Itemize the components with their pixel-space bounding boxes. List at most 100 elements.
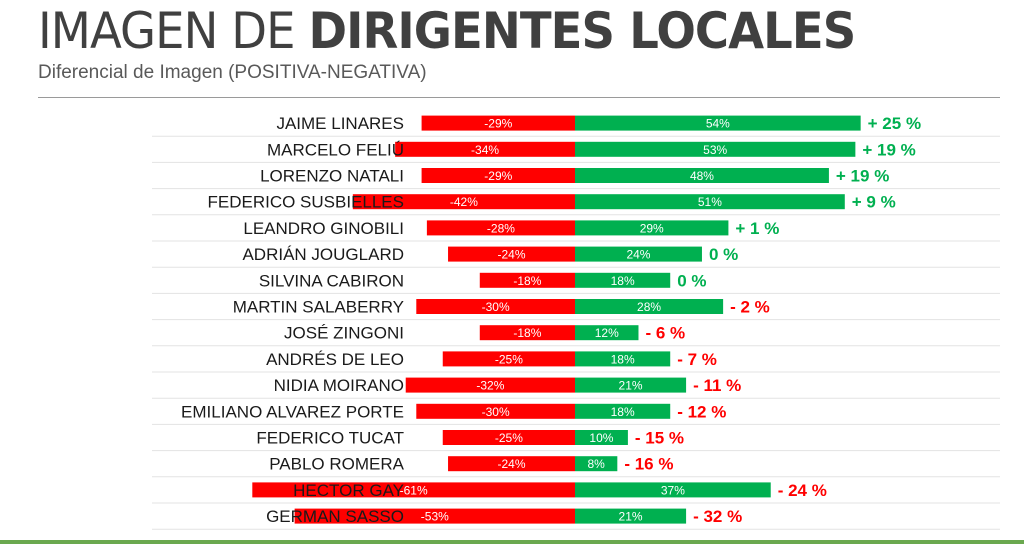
positive-bar <box>575 168 829 183</box>
positive-bar <box>575 403 671 419</box>
bottom-accent-bar <box>0 540 1024 544</box>
differential-label: - 11 % <box>693 376 741 395</box>
negative-bar <box>448 456 575 472</box>
positive-bar <box>575 246 702 262</box>
positive-value-label: 28% <box>637 300 661 314</box>
positive-bar <box>575 141 856 157</box>
differential-label: 0 % <box>709 245 738 264</box>
positive-value-label: 29% <box>640 221 664 235</box>
negative-value-label: -30% <box>482 405 510 419</box>
candidate-name-label: MARCELO FELIÚ <box>267 140 404 159</box>
negative-value-label: -29% <box>484 169 512 183</box>
positive-bar <box>575 194 845 210</box>
negative-bar <box>416 299 575 314</box>
candidate-name-label: GERMAN SASSO <box>266 507 404 526</box>
positive-value-label: 21% <box>619 379 643 393</box>
positive-bar <box>575 351 671 367</box>
differential-label: - 7 % <box>677 350 717 369</box>
positive-value-label: 18% <box>611 405 635 419</box>
positive-bar <box>575 377 687 393</box>
negative-value-label: -25% <box>495 352 523 366</box>
candidate-name-label: EMILIANO ALVAREZ PORTE <box>181 402 404 421</box>
positive-bar <box>575 430 628 445</box>
positive-bar <box>575 220 729 236</box>
negative-value-label: -42% <box>450 195 478 209</box>
page-title: IMAGEN DE DIRIGENTES LOCALES <box>38 2 856 60</box>
negative-value-label: -32% <box>476 379 504 393</box>
differential-label: + 9 % <box>852 193 896 212</box>
candidate-name-label: ADRIÁN JOUGLARD <box>242 245 404 264</box>
negative-value-label: -53% <box>421 510 449 524</box>
candidate-name-label: MARTIN SALABERRY <box>233 298 404 317</box>
negative-bar <box>442 430 575 445</box>
negative-bar <box>421 115 575 131</box>
negative-bar <box>479 325 575 341</box>
negative-bar <box>426 220 575 236</box>
negative-value-label: -30% <box>482 300 510 314</box>
positive-value-label: 18% <box>611 274 635 288</box>
candidate-name-label: SILVINA CABIRON <box>259 271 404 290</box>
negative-bar <box>442 351 575 367</box>
positive-bar <box>575 325 639 341</box>
negative-bar <box>448 246 575 262</box>
negative-value-label: -61% <box>400 483 428 497</box>
differential-label: - 6 % <box>645 324 685 343</box>
negative-value-label: -25% <box>495 431 523 445</box>
positive-value-label: 18% <box>611 352 635 366</box>
positive-value-label: 48% <box>690 169 714 183</box>
positive-bar <box>575 272 671 288</box>
negative-bar <box>405 377 575 393</box>
negative-value-label: -34% <box>471 143 499 157</box>
negative-value-label: -24% <box>498 457 526 471</box>
positive-bar <box>575 299 724 314</box>
differential-label: + 1 % <box>735 219 779 238</box>
differential-label: - 2 % <box>730 298 770 317</box>
positive-value-label: 12% <box>595 326 619 340</box>
negative-value-label: -29% <box>484 117 512 131</box>
candidate-name-label: FEDERICO TUCAT <box>256 429 404 448</box>
negative-value-label: -24% <box>498 248 526 262</box>
negative-bar <box>252 482 575 498</box>
candidate-name-label: HECTOR GAY <box>293 481 404 500</box>
negative-bar <box>479 272 575 288</box>
title-divider <box>38 97 1000 98</box>
candidate-name-label: JOSÉ ZINGONI <box>284 324 404 343</box>
candidate-name-label: NIDIA MOIRANO <box>274 376 404 395</box>
differential-label: - 12 % <box>677 402 726 421</box>
negative-bar <box>395 141 575 157</box>
positive-bar <box>575 456 618 472</box>
positive-bar <box>575 508 687 524</box>
positive-value-label: 24% <box>626 248 650 262</box>
positive-value-label: 8% <box>587 457 605 471</box>
differential-label: - 16 % <box>624 455 673 474</box>
positive-value-label: 51% <box>698 195 722 209</box>
positive-value-label: 10% <box>589 431 613 445</box>
negative-value-label: -28% <box>487 221 515 235</box>
negative-bar <box>416 403 575 419</box>
candidate-name-label: ANDRÉS DE LEO <box>266 350 404 369</box>
negative-bar <box>421 168 575 183</box>
differential-label: 0 % <box>677 271 706 290</box>
differential-label: - 24 % <box>778 481 827 500</box>
positive-bar <box>575 482 771 498</box>
negative-bar <box>294 508 575 524</box>
negative-bar <box>352 194 575 210</box>
page-title-bold: DIRIGENTES LOCALES <box>308 2 856 60</box>
candidate-name-label: PABLO ROMERA <box>269 455 404 474</box>
differential-label: - 15 % <box>635 429 684 448</box>
candidate-name-label: FEDERICO SUSBIELLES <box>207 193 404 212</box>
negative-value-label: -18% <box>513 274 541 288</box>
page-subtitle: Diferencial de Imagen (POSITIVA-NEGATIVA… <box>38 62 427 83</box>
positive-bar <box>575 115 861 131</box>
positive-value-label: 21% <box>619 510 643 524</box>
candidate-name-label: LEANDRO GINOBILI <box>243 219 404 238</box>
candidate-name-label: JAIME LINARES <box>276 114 404 133</box>
differential-label: - 32 % <box>693 507 742 526</box>
differential-label: + 19 % <box>836 167 889 186</box>
candidate-name-label: LORENZO NATALI <box>260 167 404 186</box>
page-title-light: IMAGEN DE <box>38 2 309 60</box>
positive-value-label: 53% <box>703 143 727 157</box>
positive-value-label: 54% <box>706 117 730 131</box>
differential-label: + 19 % <box>862 140 915 159</box>
